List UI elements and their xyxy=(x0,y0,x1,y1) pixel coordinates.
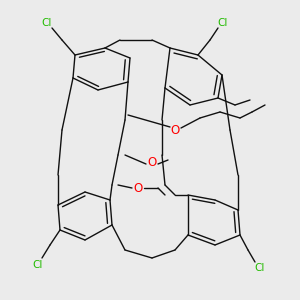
Text: O: O xyxy=(147,155,157,169)
Text: Cl: Cl xyxy=(33,260,43,270)
Text: Cl: Cl xyxy=(218,18,228,28)
Text: O: O xyxy=(170,124,180,136)
Text: Cl: Cl xyxy=(255,263,265,273)
Text: Cl: Cl xyxy=(42,18,52,28)
Text: O: O xyxy=(134,182,142,194)
